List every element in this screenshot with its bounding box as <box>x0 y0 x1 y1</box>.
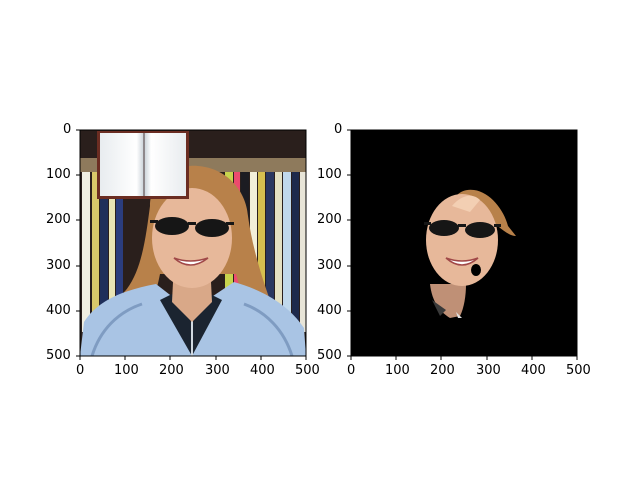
tick-marks <box>76 129 307 360</box>
sunglasses <box>150 217 234 237</box>
original-image <box>76 129 307 360</box>
sunglasses <box>424 220 501 238</box>
axes-frame <box>79 129 307 357</box>
segmented-image-panel: 0 100 200 300 400 500 0 100 200 300 400 … <box>317 0 640 480</box>
jacket <box>80 282 306 356</box>
tick-marks <box>347 129 578 360</box>
y-tick-label: 0 <box>63 122 72 137</box>
y-tick-label: 500 <box>46 348 71 363</box>
y-tick-label: 400 <box>317 303 342 318</box>
x-tick-label: 200 <box>430 363 455 378</box>
open-book-icon <box>97 131 189 199</box>
y-tick-label: 500 <box>317 348 342 363</box>
x-tick-label: 300 <box>205 363 230 378</box>
x-tick-label: 300 <box>476 363 501 378</box>
original-image-panel: 0 100 200 300 400 500 0 100 200 300 400 … <box>46 122 320 378</box>
y-tick-label: 200 <box>46 212 71 227</box>
x-tick-label: 500 <box>566 363 591 378</box>
x-tick-label: 500 <box>295 363 320 378</box>
axes-frame <box>350 129 578 357</box>
y-tick-label: 300 <box>317 258 342 273</box>
face <box>426 194 498 286</box>
segmented-image <box>347 129 578 360</box>
x-tick-label: 0 <box>347 363 356 378</box>
y-tick-label: 400 <box>46 303 71 318</box>
y-tick-label: 0 <box>334 122 343 137</box>
y-tick-label: 100 <box>317 167 342 182</box>
y-tick-label: 300 <box>46 258 71 273</box>
face <box>152 188 232 288</box>
x-tick-label: 100 <box>114 363 139 378</box>
y-tick-label: 200 <box>317 212 342 227</box>
x-tick-label: 400 <box>250 363 275 378</box>
x-tick-label: 0 <box>76 363 85 378</box>
x-tick-label: 200 <box>159 363 184 378</box>
y-tick-label: 100 <box>46 167 71 182</box>
x-tick-label: 400 <box>521 363 546 378</box>
x-tick-label: 100 <box>385 363 410 378</box>
